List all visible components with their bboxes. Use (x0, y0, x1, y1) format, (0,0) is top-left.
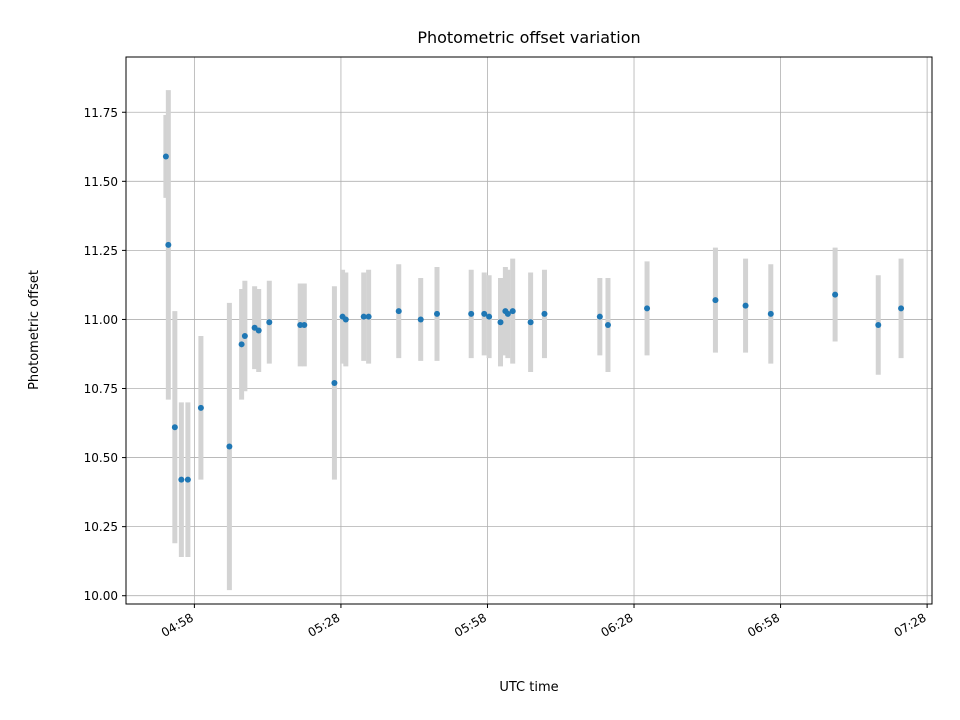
data-point (365, 313, 372, 320)
x-tick-label: 04:58 (159, 610, 196, 639)
data-points (162, 153, 905, 483)
data-point (301, 321, 308, 328)
y-tick-label: 11.50 (84, 175, 118, 189)
data-point (468, 310, 475, 317)
data-point (162, 153, 169, 160)
y-tick-label: 11.25 (84, 244, 118, 258)
data-point (342, 316, 349, 323)
data-point (241, 333, 248, 340)
y-tick-label: 11.75 (84, 106, 118, 120)
data-point (832, 291, 839, 298)
data-point (497, 319, 504, 326)
data-point (226, 443, 233, 450)
data-point (255, 327, 262, 334)
y-tick-label: 10.25 (84, 520, 118, 534)
data-point (178, 476, 185, 483)
data-point (644, 305, 651, 312)
data-point (434, 310, 441, 317)
data-point (898, 305, 905, 312)
data-point (486, 313, 493, 320)
x-tick-label: 07:28 (892, 610, 929, 639)
data-point (165, 241, 172, 248)
data-point (184, 476, 191, 483)
y-tick-label: 10.75 (84, 382, 118, 396)
data-point (417, 316, 424, 323)
y-tick-label: 11.00 (84, 313, 118, 327)
x-tick-label: 05:28 (305, 610, 342, 639)
data-point (331, 379, 338, 386)
chart-title: Photometric offset variation (417, 28, 640, 47)
data-point (509, 308, 516, 315)
y-tick-label: 10.00 (84, 589, 118, 603)
data-point (742, 302, 749, 309)
data-point (596, 313, 603, 320)
data-point (541, 310, 548, 317)
data-point (767, 310, 774, 317)
data-point (604, 321, 611, 328)
data-point (712, 297, 719, 304)
axis-ticks: 10.00 10.25 10.50 10.75 11.00 11.25 11.50 11.75… (84, 106, 929, 640)
data-point (266, 319, 273, 326)
x-tick-label: 06:58 (745, 610, 782, 639)
data-point (197, 404, 204, 411)
data-point (504, 310, 511, 317)
x-tick-label: 06:28 (599, 610, 636, 639)
x-tick-label: 05:58 (452, 610, 489, 639)
data-point (527, 319, 534, 326)
data-point (171, 424, 178, 431)
y-tick-label: 10.50 (84, 451, 118, 465)
x-axis-label: UTC time (499, 680, 558, 695)
plot-frame (125, 56, 933, 605)
data-point (238, 341, 245, 348)
data-point (481, 310, 488, 317)
data-point (395, 308, 402, 315)
error-bars (163, 90, 904, 591)
data-point (360, 313, 367, 320)
data-point (875, 321, 882, 328)
y-axis-label: Photometric offset (27, 270, 42, 390)
